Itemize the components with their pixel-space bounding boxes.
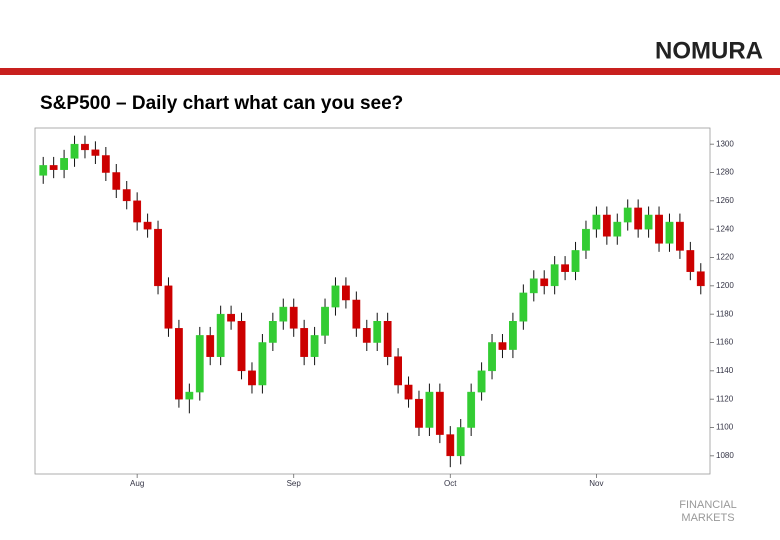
candle-body: [602, 214, 611, 237]
candle-body: [321, 306, 329, 336]
candle-body: [101, 155, 110, 173]
candle-body: [498, 342, 507, 350]
candle-body: [122, 189, 131, 202]
x-tick-label: Aug: [130, 479, 144, 488]
candle-body: [195, 335, 204, 393]
candle-body: [446, 434, 455, 457]
candle-body: [425, 391, 434, 428]
candle-body: [362, 328, 371, 343]
candle-body: [81, 143, 89, 151]
y-tick-label: 1200: [716, 281, 734, 290]
y-tick-label: 1180: [716, 309, 734, 318]
candle-body: [435, 391, 444, 435]
candle-body: [154, 228, 162, 287]
candle-body: [456, 427, 465, 457]
candle-body: [49, 165, 58, 170]
candle-body: [206, 335, 215, 357]
footer-line: FINANCIAL: [679, 499, 736, 511]
candle-body: [529, 278, 538, 294]
candle-body: [519, 292, 528, 322]
candle-body: [655, 214, 663, 244]
y-tick-label: 1240: [716, 224, 734, 233]
candle-body: [39, 165, 48, 176]
candle-body: [613, 221, 622, 237]
candle-body: [143, 221, 152, 230]
candle-body: [164, 285, 173, 329]
candle-body: [268, 321, 277, 343]
candle-body: [383, 321, 392, 357]
candle-body: [394, 356, 402, 386]
x-tick-label: Nov: [589, 479, 603, 488]
candle-body: [279, 306, 288, 322]
y-tick-label: 1120: [716, 394, 734, 403]
candle-body: [676, 221, 684, 251]
candle-body: [289, 306, 298, 329]
candle-body: [467, 391, 476, 428]
candle-body: [352, 299, 361, 329]
candle-body: [550, 264, 559, 287]
candle-body: [331, 285, 340, 308]
candle-body: [634, 207, 643, 230]
y-tick-label: 1260: [716, 196, 734, 205]
candle-body: [237, 321, 246, 372]
y-tick-label: 1100: [716, 423, 734, 432]
candle-body: [310, 335, 319, 357]
candle-body: [133, 200, 142, 223]
slide-title: S&P500 – Daily chart what can you see?: [40, 93, 403, 114]
candle-body: [185, 391, 194, 400]
candle-body: [571, 250, 580, 272]
x-tick-label: Oct: [444, 479, 457, 488]
candle-body: [623, 207, 632, 223]
candle-body: [686, 250, 695, 272]
candle-body: [373, 321, 382, 343]
candle-body: [488, 342, 496, 372]
candle-body: [696, 271, 705, 287]
y-tick-label: 1080: [716, 451, 734, 460]
candle-body: [300, 328, 309, 357]
candle-body: [342, 285, 350, 301]
candle-body: [592, 214, 601, 230]
candle-body: [477, 370, 486, 393]
candle-body: [415, 398, 423, 428]
x-tick-label: Sep: [287, 479, 302, 488]
y-tick-label: 1140: [716, 366, 734, 375]
candle-body: [91, 149, 100, 156]
footer-line: MARKETS: [681, 512, 734, 524]
y-tick-label: 1280: [716, 168, 734, 177]
candle-body: [248, 370, 256, 386]
candle-body: [665, 221, 674, 244]
candle-body: [582, 228, 590, 251]
header-bar: [0, 68, 780, 75]
y-tick-label: 1160: [716, 338, 734, 347]
plot-frame: [34, 127, 711, 475]
candle-body: [216, 313, 225, 357]
candle-body: [561, 264, 569, 272]
y-tick-label: 1300: [716, 139, 734, 148]
brand-logo: NOMURA: [655, 37, 763, 64]
candle-body: [70, 143, 79, 159]
candle-body: [644, 214, 653, 230]
candle-body: [258, 342, 267, 386]
candle-body: [175, 328, 183, 400]
y-tick-label: 1220: [716, 253, 734, 262]
candle-body: [112, 172, 121, 190]
candle-body: [509, 321, 517, 350]
candle-body: [404, 384, 413, 400]
candle-body: [227, 313, 235, 322]
candle-body: [60, 158, 68, 170]
candle-body: [540, 278, 549, 287]
